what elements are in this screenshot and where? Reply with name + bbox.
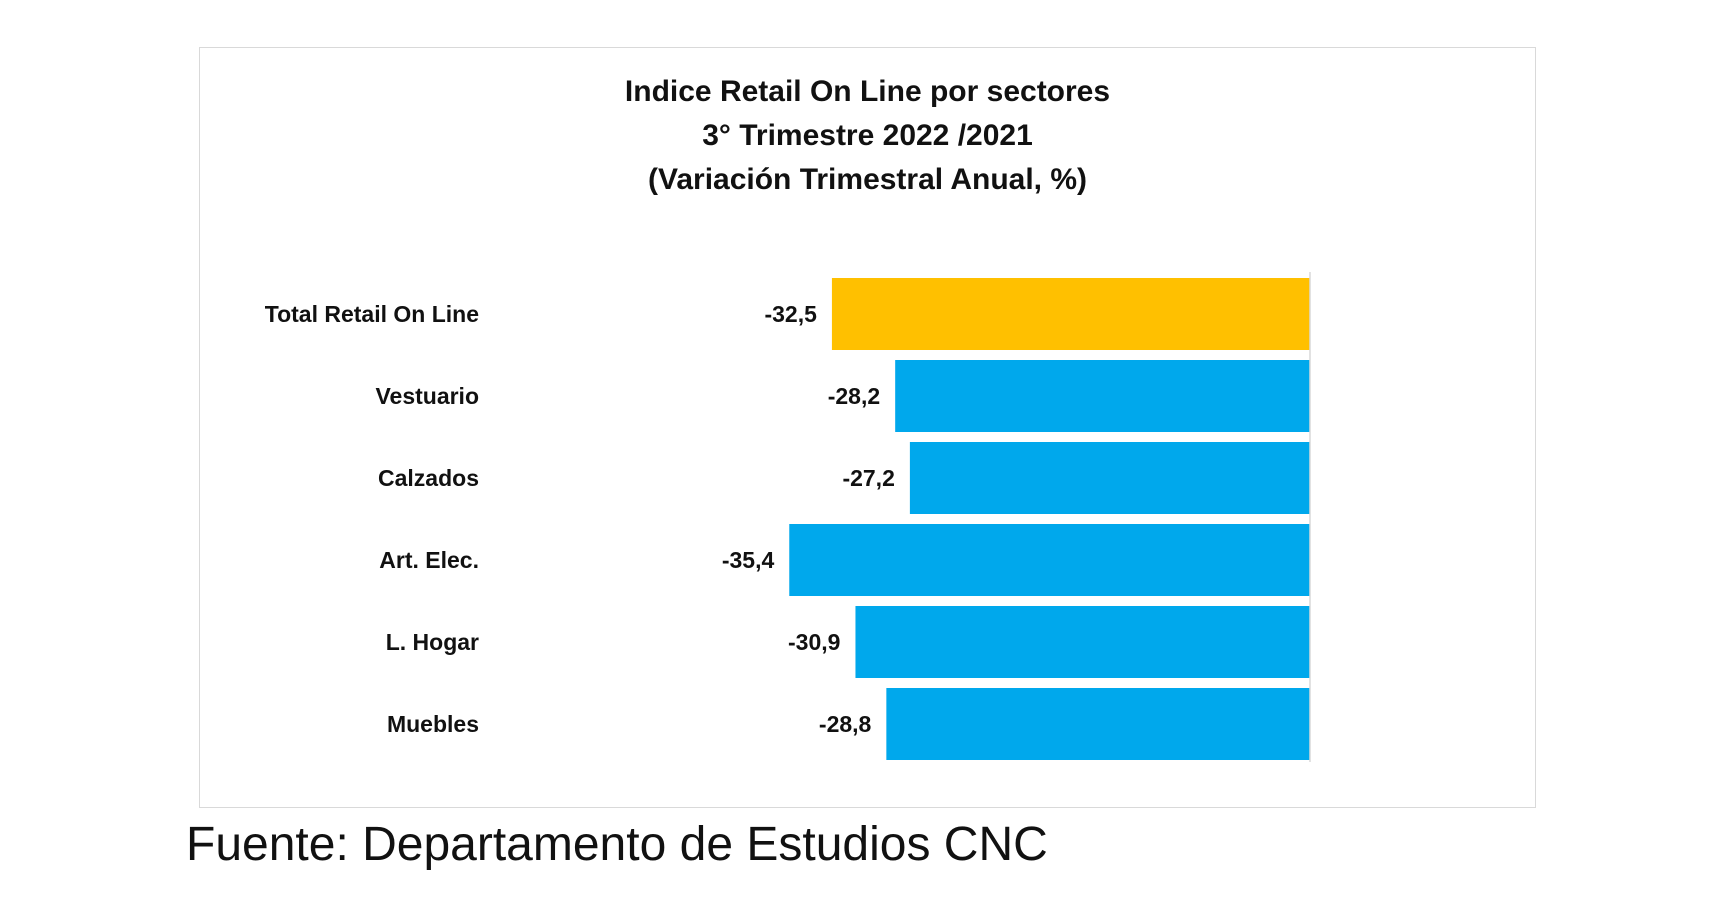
bar-0 xyxy=(831,278,1310,350)
chart-frame: Indice Retail On Line por sectores 3° Tr… xyxy=(199,47,1536,808)
value-label-1: -28,2 xyxy=(828,383,880,409)
category-label-1: Vestuario xyxy=(375,383,479,409)
value-label-3: -35,4 xyxy=(722,547,775,573)
category-label-2: Calzados xyxy=(378,465,479,491)
category-label-0: Total Retail On Line xyxy=(265,301,479,327)
category-label-4: L. Hogar xyxy=(386,629,479,655)
bar-chart-plot: Total Retail On Line -32,5 Vestuario -28,2 C… xyxy=(265,272,1311,762)
value-label-0: -32,5 xyxy=(764,301,817,327)
category-label-3: Art. Elec. xyxy=(379,547,479,573)
bar-3 xyxy=(789,524,1310,596)
value-label-2: -27,2 xyxy=(842,465,894,491)
source-note: Fuente: Departamento de Estudios CNC xyxy=(186,818,1048,871)
bar-2 xyxy=(909,442,1310,514)
chart-title-line-1: Indice Retail On Line por sectores xyxy=(624,75,1111,108)
chart-title-line-2: 3° Trimestre 2022 /2021 xyxy=(702,119,1033,152)
value-label-5: -28,8 xyxy=(819,711,872,737)
bar-1 xyxy=(895,360,1310,432)
bar-5 xyxy=(886,688,1310,760)
bar-4 xyxy=(855,606,1310,678)
value-label-4: -30,9 xyxy=(788,629,840,655)
chart-title-line-3: (Variación Trimestral Anual, %) xyxy=(647,163,1088,196)
category-label-5: Muebles xyxy=(387,711,479,737)
